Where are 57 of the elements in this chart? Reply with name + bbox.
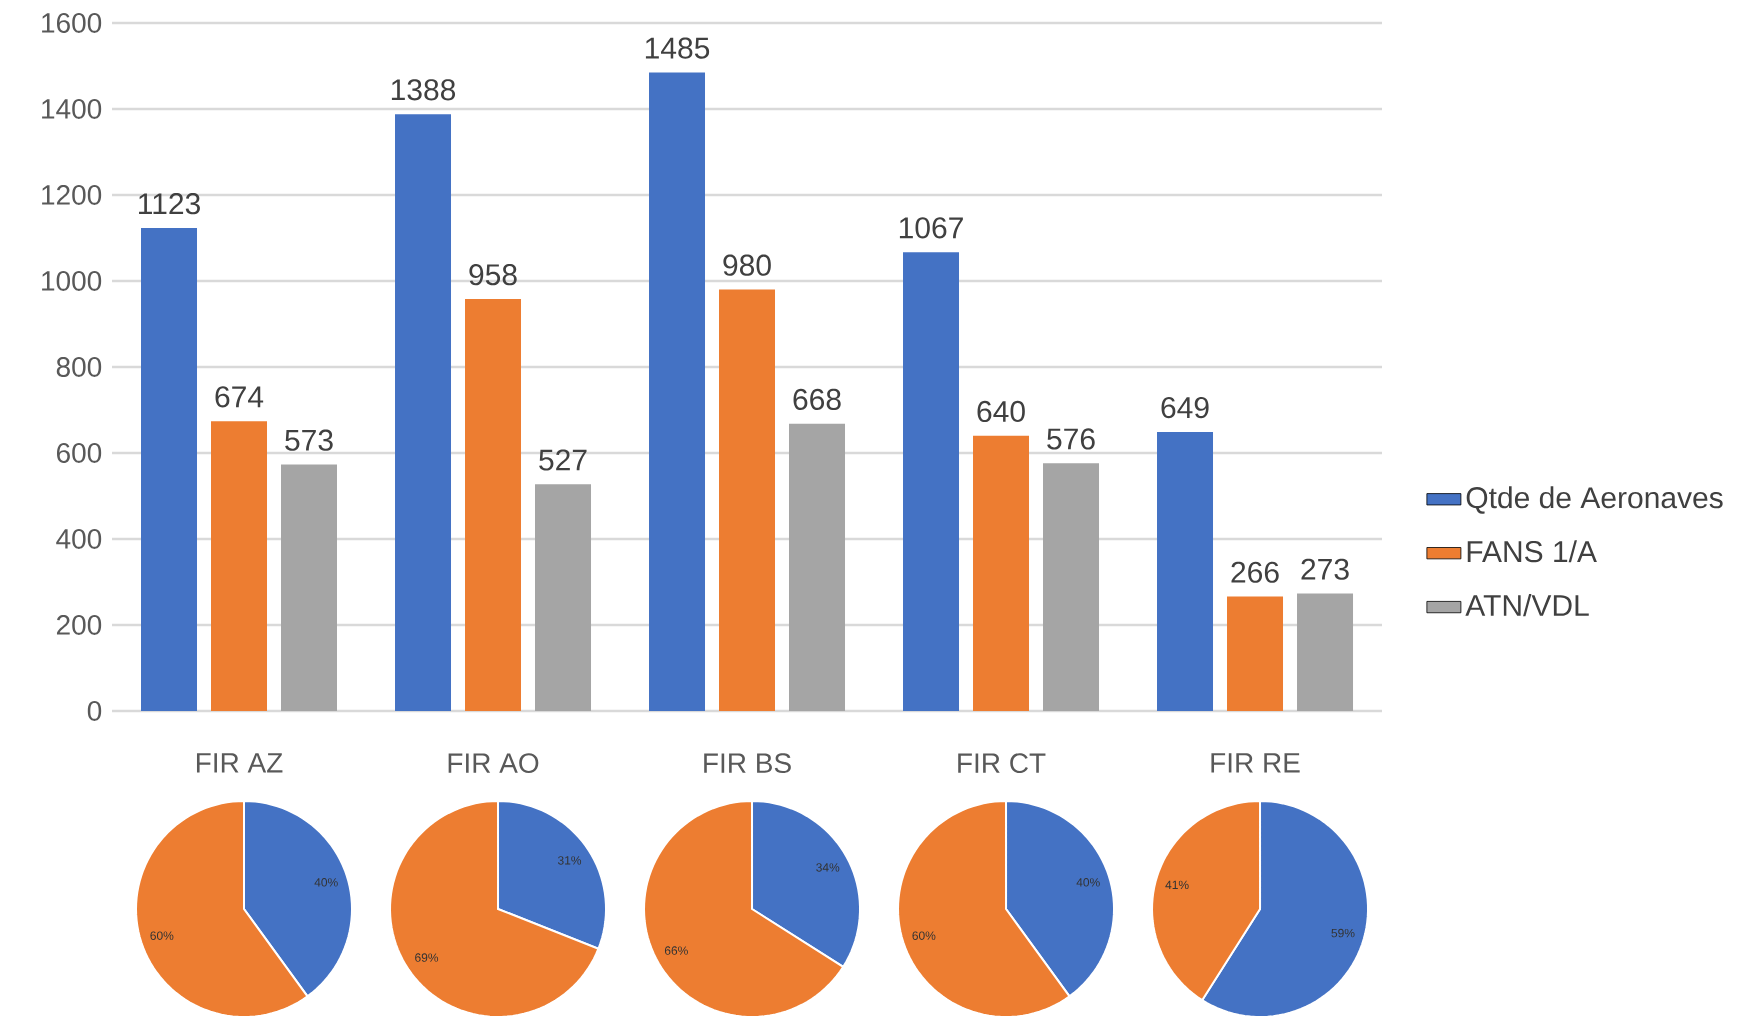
data-label: 1123 (139, 193, 200, 215)
data-label: 60% (912, 931, 936, 940)
x-tick-label: FIR AZ (196, 753, 283, 773)
bar (1043, 463, 1100, 711)
data-label: 34% (816, 863, 840, 872)
data-label: 69% (415, 953, 439, 962)
legend-label: Qtde de Aeronaves (1466, 486, 1723, 514)
y-tick-label: 600 (57, 443, 102, 463)
y-tick-label: 200 (56, 615, 102, 635)
bar (719, 289, 776, 711)
data-label: 273 (1301, 558, 1349, 580)
bar (903, 252, 960, 711)
x-tick-label: FIR AO (448, 753, 539, 774)
bar (649, 72, 706, 711)
x-tick-label: FIR BS (704, 753, 791, 774)
data-label: 958 (469, 264, 517, 286)
bar (141, 228, 198, 711)
bar (1157, 431, 1214, 711)
legend-label: ATN/VDL (1465, 594, 1589, 617)
data-label: 40% (1076, 878, 1100, 887)
data-label: 668 (793, 388, 841, 410)
bar (973, 435, 1030, 711)
data-label: 674 (215, 386, 264, 408)
y-tick-label: 1600 (42, 13, 102, 33)
bar (281, 464, 338, 711)
x-tick-label: FIR CT (958, 753, 1046, 774)
data-label: 640 (977, 400, 1025, 423)
bar (211, 421, 268, 711)
data-label: 40% (314, 878, 338, 887)
data-label: 1485 (645, 37, 710, 59)
data-label: 1067 (899, 217, 963, 239)
data-label: 266 (1231, 561, 1279, 583)
data-label: 66% (664, 946, 688, 955)
data-label: 59% (1331, 928, 1355, 938)
y-tick-label: 1000 (42, 271, 102, 291)
y-tick-label: 1400 (42, 99, 102, 119)
bar (465, 299, 522, 711)
bar (395, 114, 452, 711)
data-label: 980 (723, 254, 771, 276)
y-tick-label: 0 (87, 701, 102, 721)
y-tick-label: 1200 (42, 185, 102, 205)
y-tick-label: 800 (56, 357, 102, 377)
data-label: 576 (1047, 428, 1095, 450)
data-label: 1388 (391, 79, 456, 101)
data-label: 41% (1165, 880, 1189, 890)
y-tick-label: 400 (56, 529, 102, 549)
data-label: 527 (539, 449, 587, 471)
bar (1227, 596, 1284, 711)
legend-label: FANS 1/A (1467, 540, 1597, 563)
x-tick-label: FIR RE (1211, 753, 1300, 773)
data-label: 573 (285, 429, 333, 451)
bar (789, 423, 846, 711)
data-label: 60% (150, 931, 174, 940)
data-label: 649 (1161, 396, 1209, 419)
bar (1297, 593, 1354, 711)
data-label: 31% (557, 856, 582, 865)
bar (535, 484, 592, 711)
